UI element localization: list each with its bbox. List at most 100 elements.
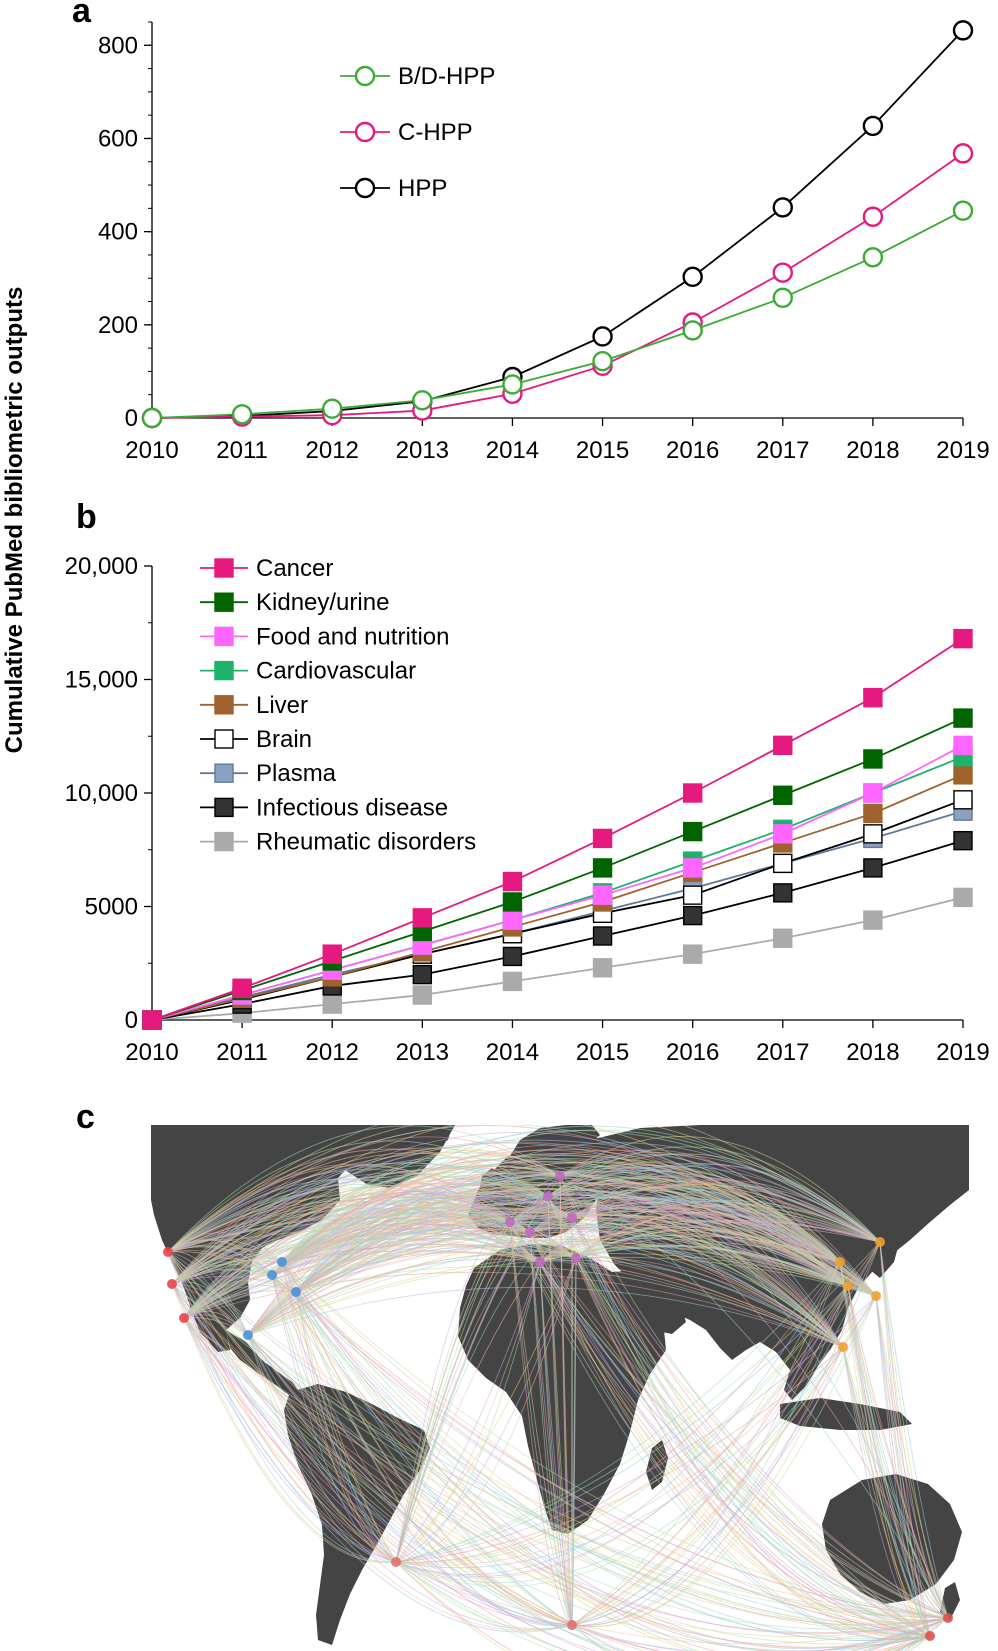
legend-marker-kidney-urine [214,592,234,612]
collaboration-arc [571,1261,841,1626]
series-line-cancer [151,637,964,1021]
y-tick-label: 800 [98,32,138,59]
collaboration-arc [842,1346,931,1637]
hub-node-australia [943,1613,953,1623]
collaboration-arc [171,1283,397,1563]
x-tick-label: 2018 [846,1039,899,1066]
collaboration-arc [842,1346,931,1637]
data-point-infectious-disease [863,858,883,878]
hub-node-europe [571,1253,581,1263]
collaboration-arc [559,1175,877,1297]
collaboration-arc [575,1185,881,1259]
legend-label-cardiovascular: Cardiovascular [256,658,416,685]
collaboration-arc [247,1334,397,1563]
x-tick-label: 2011 [216,1039,268,1066]
collaboration-arc [509,1221,573,1626]
x-tick-label: 2014 [486,1039,539,1066]
collaboration-arc [295,1291,397,1563]
collaboration-arc [571,1182,881,1243]
data-point-food-and-nutrition [863,783,883,803]
legend-marker-liver [214,695,234,715]
collaboration-arc [571,1202,844,1348]
collaboration-arc [171,1283,249,1336]
collaboration-arc [559,1175,931,1637]
hub-node-europe [567,1213,577,1223]
collaboration-arc [281,1261,397,1563]
collaboration-arc [395,1561,949,1651]
data-point-c-hpp [862,206,884,227]
data-point-b-d-hpp [592,350,613,372]
collaboration-arc [395,1217,573,1563]
collaboration-arc [395,1285,849,1579]
collaboration-arc [571,1217,949,1619]
legend-label-hpp: HPP [398,175,447,202]
collaboration-arc [171,1152,549,1285]
data-point-c-hpp [952,143,974,164]
legend-marker-cancer [214,558,234,578]
data-point-food-and-nutrition [953,735,973,756]
collaboration-arc [539,1261,573,1626]
legend-label-cancer: Cancer [256,555,333,582]
collaboration-arc [295,1291,931,1642]
collaboration-arc [395,1221,511,1563]
x-tick-label: 2010 [125,1039,178,1066]
data-point-cancer [682,783,703,803]
collaboration-arc [571,1346,844,1626]
collaboration-arc [575,1257,949,1619]
collaboration-arc [571,1285,849,1626]
collaboration-arc [167,1251,931,1637]
legend-label-brain: Brain [256,726,312,753]
collaboration-arc [271,1274,573,1627]
data-point-kidney-urine [863,749,883,769]
collaboration-arc [171,1283,931,1651]
collaboration-arc [575,1204,841,1263]
collaboration-arc [395,1195,549,1563]
collaboration-arc [395,1241,881,1563]
data-point-brain [682,885,703,905]
collaboration-arc [395,1195,549,1563]
legend-marker-b-d-hpp [354,65,376,87]
collaboration-arc [395,1217,573,1563]
collaboration-arc [395,1295,877,1563]
data-point-kidney-urine [592,858,613,878]
data-point-rheumatic-disorders [412,985,433,1005]
data-point-hpp [952,20,974,41]
collaboration-arc [571,1617,949,1651]
x-tick-label: 2015 [576,1039,629,1066]
data-point-b-d-hpp [502,374,523,395]
collaboration-arc [395,1561,931,1651]
collaboration-arc [547,1164,877,1297]
collaboration-arc [539,1226,849,1287]
hub-node-east-coast-us [267,1270,277,1280]
hub-node-south-america [391,1557,401,1567]
y-tick-label: 15,000 [65,667,138,694]
legend-label-rheumatic-disorders: Rheumatic disorders [256,829,476,856]
data-point-b-d-hpp [772,287,793,309]
hub-node-west-coast-us [167,1279,177,1289]
collaboration-arc [559,1136,881,1243]
collaboration-arc [395,1295,877,1583]
collaboration-arc [171,1283,249,1336]
collaboration-arc [559,1174,949,1619]
data-point-hpp [682,266,703,288]
hub-node-europe [525,1227,535,1237]
legend-marker-rheumatic-disorders [214,831,234,852]
collaboration-arc [167,1251,931,1645]
collaboration-arc [167,1125,881,1253]
collaboration-arc [571,1241,881,1626]
data-point-liver [863,803,883,824]
collaboration-arc [247,1334,397,1563]
series-line-hpp [151,29,964,419]
data-point-food-and-nutrition [502,910,523,930]
y-tick-label: 5000 [85,894,138,921]
collaboration-arc [842,1346,949,1619]
collaboration-arc [271,1151,561,1276]
collaboration-arc [529,1184,881,1243]
hub-node-east-asia [871,1291,881,1301]
collaboration-arc [167,1251,949,1619]
collaboration-arc [395,1261,841,1575]
y-tick-label: 400 [98,219,138,246]
collaboration-arc [395,1241,881,1564]
japan-landmass [870,1228,900,1278]
